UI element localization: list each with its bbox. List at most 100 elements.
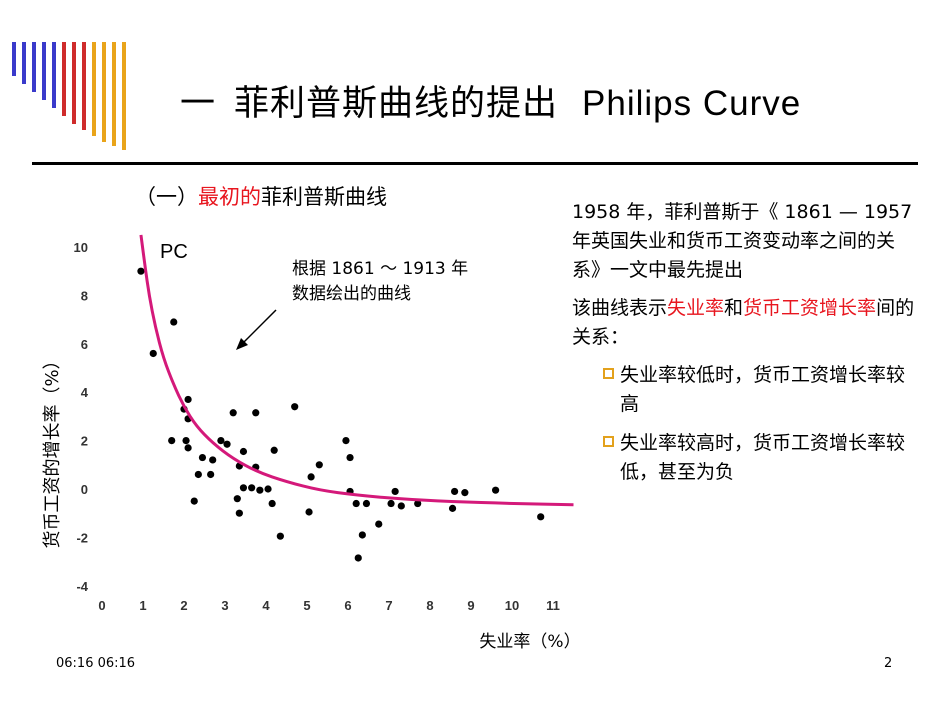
title-decoration (12, 42, 126, 150)
data-point (184, 444, 192, 452)
x-tick-label: 1 (139, 598, 146, 613)
subtitle-highlight: 最初的 (198, 185, 261, 209)
data-point (352, 499, 360, 508)
data-point (248, 484, 256, 492)
data-point (170, 318, 178, 326)
bullet-item: 失业率较高时，货币工资增长率较低，甚至为负 (572, 429, 917, 487)
title-cn: 菲利普斯曲线的提出 (234, 84, 559, 124)
annotation-line-2: 数据绘出的曲线 (292, 284, 411, 304)
annotation-arrow (236, 309, 277, 350)
slide-title: 一菲利普斯曲线的提出 Philips Curve (180, 78, 801, 130)
y-tick-label: 4 (81, 385, 89, 400)
intro-paragraph: 1958 年，菲利普斯于《 1861 — 1957 年英国失业和货币工资变动率之… (572, 201, 913, 281)
data-point (375, 520, 383, 528)
y-tick-label: 6 (81, 337, 88, 352)
relation-text-c: 和 (724, 297, 744, 319)
section-subtitle: （一）最初的菲利普斯曲线 (135, 182, 387, 212)
title-en: Philips Curve (582, 84, 802, 123)
x-tick-label: 3 (221, 598, 228, 613)
y-tick-label: -2 (76, 530, 88, 545)
curve-label: PC (160, 241, 188, 263)
data-point (537, 513, 545, 521)
title-dash: 一 (180, 84, 217, 124)
data-point (307, 473, 315, 481)
x-tick-label: 11 (546, 598, 560, 613)
bullet-item: 失业率较低时，货币工资增长率较高 (572, 361, 917, 419)
y-tick-label: -4 (76, 579, 88, 594)
relation-text-a: 该曲线表示 (572, 297, 668, 319)
x-tick-label: 2 (180, 598, 187, 613)
x-tick-label: 7 (385, 598, 392, 613)
subtitle-prefix: （一） (135, 185, 198, 209)
phillips-curve-line (139, 234, 574, 507)
data-point (207, 470, 215, 479)
data-point (256, 486, 264, 494)
x-tick-label: 0 (98, 598, 105, 613)
page-number: 2 (884, 656, 893, 671)
data-point (291, 403, 299, 411)
footer-time: 06:16 06:16 (56, 656, 136, 671)
data-point (461, 489, 469, 497)
data-point (346, 453, 354, 462)
x-tick-label: 8 (426, 598, 433, 613)
y-tick-label: 0 (81, 482, 88, 497)
data-point (448, 504, 457, 512)
relation-unemployment: 失业率 (667, 297, 725, 319)
data-point (182, 437, 190, 445)
explanation-panel: 1958 年，菲利普斯于《 1861 — 1957 年英国失业和货币工资变动率之… (572, 198, 917, 497)
y-tick-label: 10 (74, 240, 88, 255)
data-point (358, 531, 366, 539)
data-point (397, 502, 405, 510)
data-point (209, 456, 217, 464)
bullet-text: 失业率较低时，货币工资增长率较高 (620, 364, 906, 415)
x-tick-label: 4 (262, 598, 270, 613)
data-point (305, 508, 313, 516)
data-point (223, 440, 231, 448)
square-bullet-icon (603, 368, 614, 379)
x-tick-label: 6 (344, 598, 351, 613)
relation-paragraph: 该曲线表示失业率和货币工资增长率间的关系： (572, 294, 917, 352)
data-point (451, 487, 459, 496)
data-point (276, 532, 284, 540)
relation-wage-growth: 货币工资增长率 (743, 297, 877, 319)
data-point (268, 499, 276, 508)
annotation-line-1: 根据 1861 ～ 1913 年 (292, 259, 468, 279)
x-tick-label: 10 (505, 598, 519, 613)
square-bullet-icon (603, 436, 614, 447)
bullet-text: 失业率较高时，货币工资增长率较低，甚至为负 (620, 432, 906, 483)
data-point (229, 409, 237, 417)
data-point (184, 395, 192, 404)
data-point (342, 437, 350, 445)
data-point (270, 446, 278, 454)
data-point (149, 349, 157, 358)
relation-text-e: 间的关系： (572, 297, 915, 348)
data-point (239, 447, 248, 456)
data-point (252, 409, 260, 417)
data-point (190, 497, 198, 505)
data-point (354, 554, 362, 562)
data-point (194, 470, 202, 479)
data-point (362, 499, 371, 508)
y-tick-label: 8 (81, 288, 88, 303)
data-point (235, 509, 243, 517)
data-point (315, 461, 323, 469)
y-axis-label: 货币工资的增长率（%） (42, 351, 63, 548)
phillips-curve-chart: 10 8 6 4 2 0 -2 -4 0 1 2 3 4 5 6 7 8 9 10 11 PC 根据 1861 ～ … (42, 234, 581, 652)
data-point (492, 486, 500, 494)
subtitle-suffix: 菲利普斯曲线 (261, 185, 387, 209)
y-tick-label: 2 (81, 434, 88, 449)
data-point (414, 499, 422, 508)
data-point (198, 453, 207, 462)
data-point (239, 484, 248, 492)
x-axis-label: 失业率（%） (479, 632, 580, 652)
x-tick-label: 5 (303, 598, 310, 613)
data-point (387, 499, 395, 508)
title-divider (32, 162, 918, 165)
data-point (168, 437, 176, 445)
data-point (264, 485, 272, 493)
data-point (233, 495, 241, 503)
x-tick-label: 9 (467, 598, 474, 613)
data-point (137, 267, 145, 275)
data-point (391, 487, 399, 496)
data-point (217, 437, 225, 445)
